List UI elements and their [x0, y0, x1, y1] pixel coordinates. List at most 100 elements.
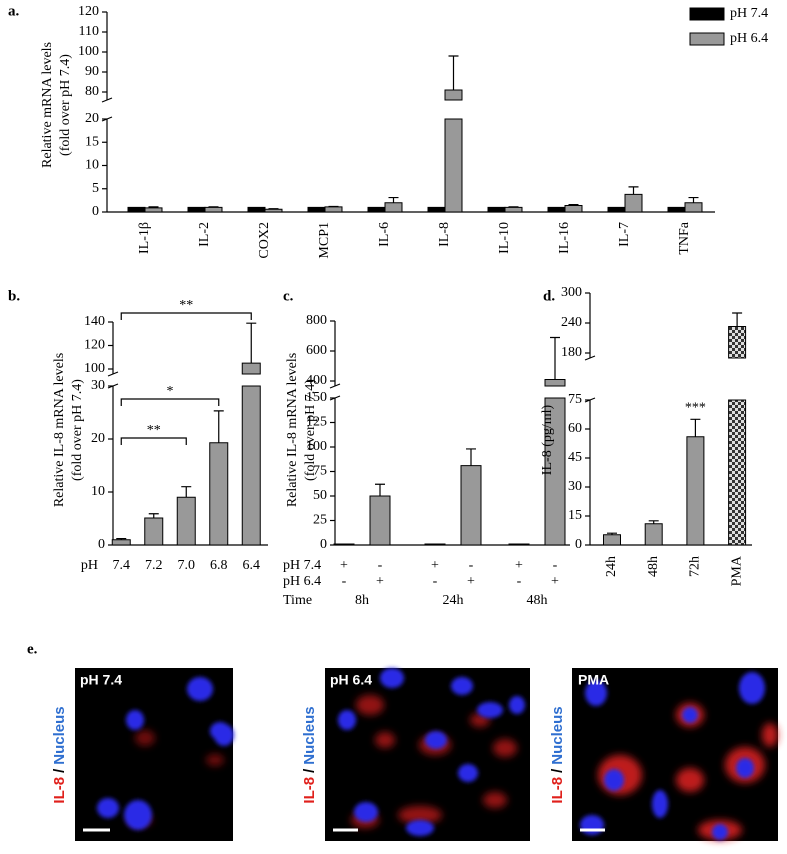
error-bar	[607, 532, 617, 535]
condition-sign: -	[553, 558, 558, 573]
legend-swatch	[689, 32, 725, 46]
y-tick-label: 400	[306, 373, 327, 388]
y-tick-label: 75	[313, 464, 327, 479]
y-tick-label: 300	[561, 285, 582, 300]
x-tick-label: 7.0	[178, 558, 196, 573]
y-tick-label: 30	[568, 479, 582, 494]
bar	[367, 206, 386, 213]
stain-nucleus: Nucleus	[549, 706, 566, 764]
x-tick-label: 24h	[604, 556, 619, 577]
bar	[444, 89, 463, 213]
x-tick-label: IL-10	[497, 222, 512, 254]
condition-sign: +	[467, 574, 475, 589]
y-tick-label: 60	[568, 421, 582, 436]
bar	[544, 379, 566, 546]
significance-bracket	[120, 312, 252, 320]
error-bar	[628, 186, 639, 195]
x-tick-label: PMA	[729, 555, 744, 586]
error-bar	[148, 513, 159, 518]
condition-sign: -	[433, 574, 438, 589]
condition-sign: +	[515, 558, 523, 573]
condition-sign: -	[342, 574, 347, 589]
bar	[504, 206, 523, 213]
bar	[384, 202, 403, 213]
stain-separator: /	[51, 768, 68, 773]
legend-label: pH 7.4	[730, 6, 768, 21]
axis-break	[101, 97, 113, 103]
stain-marker: IL-8	[301, 777, 318, 804]
axis-break	[329, 383, 341, 389]
legend-swatch	[689, 7, 725, 21]
x-tick-label: 48h	[527, 593, 548, 608]
y-axis-label: IL-8 (pg/ml)	[540, 404, 555, 475]
y-tick-label: 80	[85, 84, 99, 99]
stain-label: IL-8 / Nucleus	[301, 706, 318, 803]
error-bar	[732, 312, 743, 327]
panel-letter: a.	[8, 3, 20, 19]
bar	[176, 496, 196, 546]
y-tick-label: 20	[85, 111, 99, 126]
y-tick-label: 0	[320, 537, 327, 552]
y-tick-label: 90	[85, 64, 99, 79]
y-axis-label: (fold over pH 7.4)	[303, 379, 318, 481]
bar	[624, 193, 643, 213]
panel-letter: d.	[543, 288, 555, 304]
micrograph: PMA	[572, 668, 778, 841]
significance-bracket	[120, 437, 187, 445]
y-tick-label: 100	[78, 44, 99, 59]
bar	[603, 534, 621, 546]
y-tick-label: 5	[92, 181, 99, 196]
panel-letter: e.	[27, 641, 38, 657]
bar	[369, 495, 391, 546]
stain-nucleus: Nucleus	[51, 706, 68, 764]
y-tick-label: 110	[79, 24, 99, 39]
x-tick-label: 8h	[355, 593, 369, 608]
y-tick-label: 0	[575, 537, 582, 552]
bar	[247, 206, 266, 213]
bar	[508, 543, 530, 546]
error-bar	[568, 203, 579, 206]
condition-sign: -	[378, 558, 383, 573]
condition-sign: +	[376, 574, 384, 589]
image-title: pH 6.4	[330, 672, 372, 688]
bar	[427, 206, 446, 213]
stain-marker: IL-8	[549, 777, 566, 804]
bar	[684, 202, 703, 213]
x-tick-label: MCP1	[317, 222, 332, 259]
condition-sign: +	[431, 558, 439, 573]
x-tick-label: IL-2	[197, 222, 212, 247]
y-tick-label: 15	[85, 134, 99, 149]
error-bar	[466, 448, 476, 466]
x-tick-label: COX2	[257, 222, 272, 259]
x-tick-label: 48h	[646, 556, 661, 577]
y-tick-label: 10	[91, 484, 105, 499]
bar	[144, 207, 163, 213]
x-axis-label: Time	[283, 593, 312, 608]
x-tick-label: IL-8	[437, 222, 452, 247]
y-tick-label: 15	[568, 508, 582, 523]
image-title: pH 7.4	[80, 672, 122, 688]
stain-label: IL-8 / Nucleus	[549, 706, 566, 803]
bar	[127, 206, 146, 213]
error-bar	[688, 196, 699, 203]
y-axis-label: Relative mRNA levels	[40, 42, 55, 168]
bar	[264, 208, 283, 213]
bar	[460, 465, 482, 546]
stain-marker: IL-8	[51, 777, 68, 804]
condition-sign: +	[551, 574, 559, 589]
error-bar	[550, 336, 560, 380]
y-tick-label: 180	[561, 345, 582, 360]
y-tick-label: 100	[306, 439, 327, 454]
y-tick-label: 0	[92, 204, 99, 219]
y-axis-label: Relative IL-8 mRNA levels	[285, 353, 300, 507]
micrograph: pH 6.4	[325, 668, 530, 841]
bar	[187, 206, 206, 213]
significance-bracket	[120, 398, 220, 406]
y-tick-label: 25	[313, 513, 327, 528]
error-bar	[690, 418, 701, 437]
condition-sign: -	[517, 574, 522, 589]
bar	[144, 517, 164, 546]
error-bar	[116, 538, 127, 540]
significance-label: *	[167, 384, 174, 399]
y-tick-label: 600	[306, 343, 327, 358]
